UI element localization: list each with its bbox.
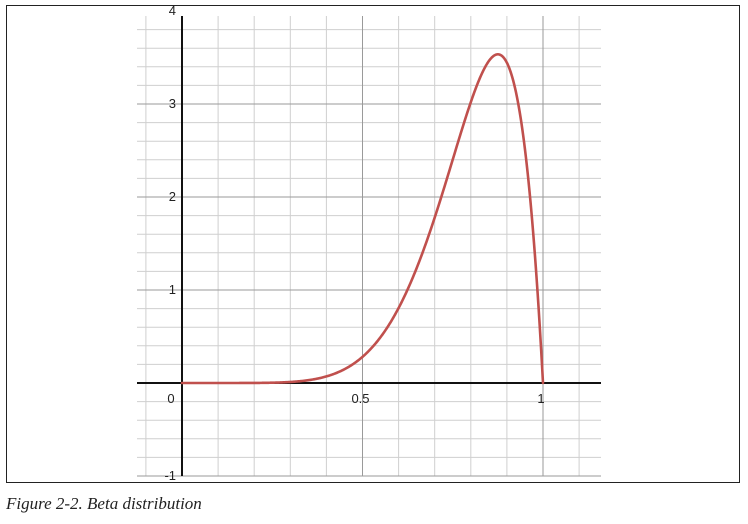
- y-tick-label: 4: [169, 6, 176, 18]
- y-tick-label: -1: [164, 468, 176, 483]
- tick-labels: 0 0.5 1 -1 1 2 3 4: [164, 6, 544, 483]
- x-tick-label: 0.5: [351, 391, 369, 406]
- y-tick-label: 2: [169, 189, 176, 204]
- figure-caption: Figure 2-2. Beta distribution: [6, 494, 202, 513]
- minor-gridlines: [137, 16, 601, 476]
- y-tick-label: 3: [169, 96, 176, 111]
- x-tick-label: 0: [167, 391, 174, 406]
- beta-pdf-curve: [180, 53, 545, 385]
- y-tick-label: 1: [169, 282, 176, 297]
- figure-frame: 0 0.5 1 -1 1 2 3 4: [6, 5, 740, 483]
- x-tick-label: 1: [537, 391, 544, 406]
- beta-distribution-chart: 0 0.5 1 -1 1 2 3 4: [137, 6, 601, 483]
